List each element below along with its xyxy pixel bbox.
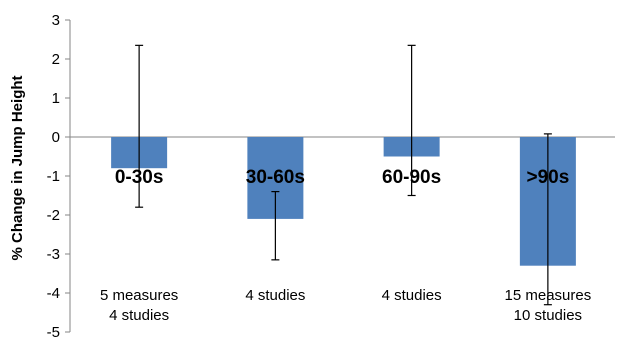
sample-note: 4 studies xyxy=(245,287,305,304)
y-tick-label: -2 xyxy=(47,207,60,224)
y-tick-label: 2 xyxy=(52,51,60,68)
y-tick-label: -4 xyxy=(47,285,60,302)
bars xyxy=(111,137,576,266)
y-tick-label: -5 xyxy=(47,324,60,337)
sample-note: 10 studies xyxy=(514,307,582,324)
sample-note: 4 studies xyxy=(382,287,442,304)
sample-note: 15 measures xyxy=(505,287,592,304)
category-label: 0-30s xyxy=(115,167,164,188)
y-tick-label: -1 xyxy=(47,168,60,185)
y-axis: 3 2 1 0 -1 -2 -3 -4 -5 xyxy=(47,12,71,337)
error-bars xyxy=(135,44,552,306)
sample-notes: 5 measures 4 studies 4 studies 4 studies 15 … xyxy=(100,287,591,324)
y-tick-label: 0 xyxy=(52,129,60,146)
sample-note: 5 measures xyxy=(100,287,178,304)
y-tick-label: 3 xyxy=(52,12,60,29)
category-label: 60-90s xyxy=(382,167,441,188)
category-label: >90s xyxy=(526,167,569,188)
y-axis-label: % Change in Jump Height xyxy=(9,75,26,260)
category-label: 30-60s xyxy=(246,167,305,188)
y-tick-label: 1 xyxy=(52,90,60,107)
category-labels: 0-30s 30-60s 60-90s >90s xyxy=(115,167,569,188)
y-tick-label: -3 xyxy=(47,246,60,263)
sample-note: 4 studies xyxy=(109,307,169,324)
